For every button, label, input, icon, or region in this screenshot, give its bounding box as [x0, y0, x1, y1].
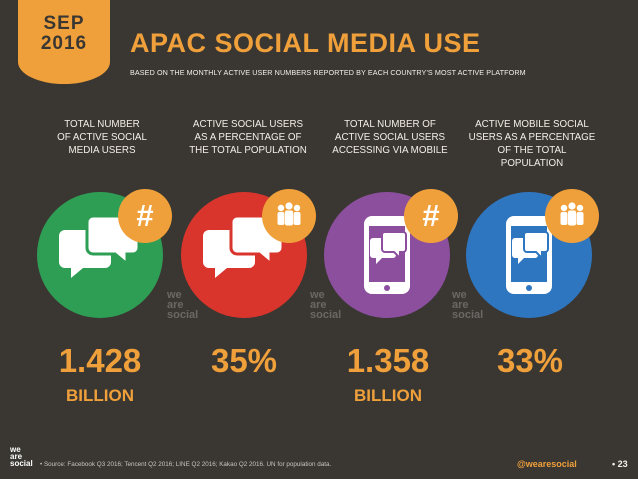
- page-title: APAC SOCIAL MEDIA USE: [130, 28, 481, 58]
- watermark: we are social: [310, 289, 342, 321]
- label-line: ACCESSING VIA MOBILE: [332, 145, 448, 156]
- watermark-line: are: [452, 299, 469, 311]
- column-label-4: ACTIVE MOBILE SOCIAL USERS AS A PERCENTA…: [467, 118, 597, 170]
- people-icon: [545, 189, 599, 243]
- unit-mobile-users: BILLION: [354, 386, 422, 405]
- watermark-line: are: [310, 299, 327, 311]
- unit-total-users: BILLION: [66, 386, 134, 405]
- value-total-users: 1.428: [58, 342, 142, 379]
- watermark-line: are: [167, 299, 184, 311]
- social-handle: @wearesocial: [517, 459, 577, 469]
- label-line: TOTAL NUMBER: [64, 119, 140, 130]
- label-line: ACTIVE MOBILE SOCIAL: [475, 119, 589, 130]
- column-label-1: TOTAL NUMBER OF ACTIVE SOCIAL MEDIA USER…: [37, 118, 167, 157]
- watermark-line: social: [310, 309, 342, 321]
- logo-line: social: [10, 459, 33, 468]
- label-line: USERS AS A PERCENTAGE: [468, 132, 596, 143]
- value-mobile-penetration: 33%: [496, 342, 564, 379]
- date-badge: SEP 2016: [18, 0, 110, 84]
- column-label-2: ACTIVE SOCIAL USERS AS A PERCENTAGE OF T…: [183, 118, 313, 157]
- label-line: OF ACTIVE SOCIAL: [57, 132, 147, 143]
- logo-line: we: [10, 445, 21, 454]
- value-social-penetration: 35%: [210, 342, 278, 379]
- value-mobile-users: 1.358: [346, 342, 430, 379]
- page-number: • 23: [612, 459, 628, 469]
- people-icon: [262, 189, 316, 243]
- label-line: THE TOTAL POPULATION: [189, 145, 307, 156]
- label-line: TOTAL NUMBER OF: [344, 119, 436, 130]
- mobile-chat-icon: [506, 216, 552, 294]
- label-line: ACTIVE SOCIAL USERS: [192, 119, 304, 130]
- mobile-chat-icon: [364, 216, 410, 294]
- watermark: we are social: [452, 289, 484, 321]
- watermark-line: social: [167, 309, 199, 321]
- label-line: AS A PERCENTAGE OF: [194, 132, 302, 143]
- watermark-line: we: [310, 289, 325, 301]
- page-subtitle: BASED ON THE MONTHLY ACTIVE USER NUMBERS…: [130, 68, 526, 77]
- date-month: SEP: [43, 13, 85, 34]
- hash-icon: #: [118, 189, 172, 243]
- watermark: we are social: [167, 289, 199, 321]
- column-label-3: TOTAL NUMBER OF ACTIVE SOCIAL USERS ACCE…: [325, 118, 455, 157]
- label-line: ACTIVE SOCIAL USERS: [334, 132, 446, 143]
- brand-logo: we are social: [10, 445, 38, 468]
- label-line: MEDIA USERS: [68, 145, 136, 156]
- source-note: • Source: Facebook Q3 2016; Tencent Q2 2…: [40, 461, 332, 468]
- mobile-users-circle: [324, 192, 450, 318]
- watermark-line: we: [452, 289, 467, 301]
- label-line: OF THE TOTAL POPULATION: [497, 145, 567, 169]
- date-year: 2016: [40, 33, 88, 54]
- watermark-line: social: [452, 309, 484, 321]
- hash-icon: #: [404, 189, 458, 243]
- logo-line: are: [10, 452, 23, 461]
- watermark-line: we: [167, 289, 182, 301]
